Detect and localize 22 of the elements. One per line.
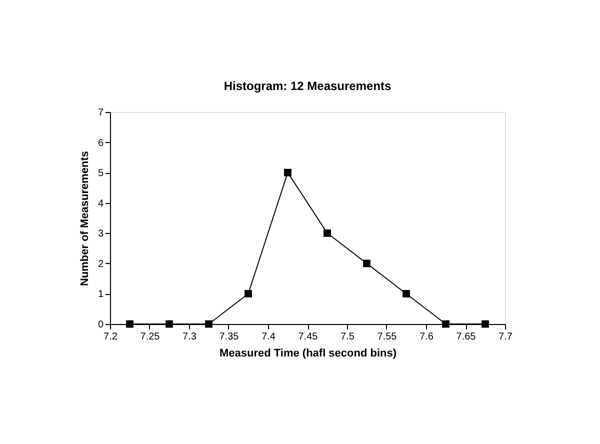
y-tick-label: 2 <box>98 258 104 270</box>
x-axis-title: Measured Time (hafl second bins) <box>219 348 397 360</box>
y-tick-label: 7 <box>98 108 104 118</box>
x-tick-label: 7.5 <box>340 332 355 342</box>
x-tick-label: 7.4 <box>262 332 276 342</box>
x-tick-label: 7.25 <box>140 332 160 342</box>
x-tick-label: 7.55 <box>377 332 398 342</box>
x-tick-label: 7.7 <box>498 332 513 342</box>
x-tick-label: 7.35 <box>219 332 240 342</box>
y-tick-label: 5 <box>98 168 104 180</box>
x-tick-label: 7.3 <box>182 332 197 342</box>
y-tick-label: 1 <box>98 289 104 300</box>
x-tick-label: 7.6 <box>420 332 434 342</box>
x-tick-label: 7.45 <box>298 332 318 342</box>
y-tick-label: 3 <box>98 228 104 240</box>
y-tick-label: 4 <box>98 198 104 210</box>
chart-title: Histogram: 12 Measurements <box>224 79 392 93</box>
x-tick-label: 7.65 <box>456 332 476 342</box>
x-tick-label: 7.2 <box>104 332 118 342</box>
y-tick-label: 0 <box>98 320 104 330</box>
y-axis-title: Number of Measurements <box>78 150 91 286</box>
y-tick-label: 6 <box>98 138 104 149</box>
